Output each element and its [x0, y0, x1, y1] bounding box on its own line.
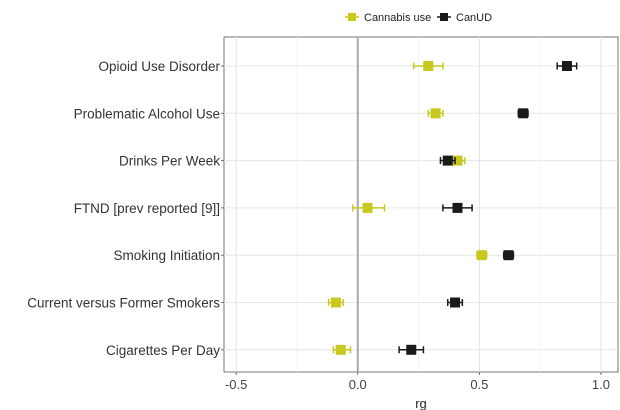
point-marker — [442, 155, 453, 166]
point-marker — [406, 344, 417, 355]
category-label-cigarettes-per-day: Cigarettes Per Day — [106, 343, 220, 358]
x-tick-label: 0.0 — [349, 377, 367, 392]
mark-cannabis-use-ftnd-prev-reported-9 — [352, 202, 386, 213]
point-marker — [362, 202, 373, 213]
mark-canud-problematic-alcohol-use — [517, 108, 529, 119]
data-marks — [327, 61, 578, 355]
x-axis-title: rg — [415, 396, 427, 410]
point-marker — [335, 344, 346, 355]
category-label-current-versus-former-smokers: Current versus Former Smokers — [27, 296, 220, 311]
mark-cannabis-use-problematic-alcohol-use — [427, 108, 444, 119]
mark-cannabis-use-cigarettes-per-day — [332, 344, 352, 355]
point-marker — [452, 155, 463, 166]
grid-lines — [224, 37, 618, 372]
category-label-opioid-use-disorder: Opioid Use Disorder — [98, 59, 220, 74]
point-marker — [330, 297, 341, 308]
mark-canud-cigarettes-per-day — [398, 344, 425, 355]
mark-canud-ftnd-prev-reported-9 — [442, 202, 473, 213]
point-marker — [430, 108, 441, 119]
panel-border — [223, 36, 619, 373]
category-label-drinks-per-week: Drinks Per Week — [119, 154, 220, 169]
point-marker — [561, 61, 572, 71]
legend-item-cannabis-use: Cannabis use — [345, 12, 431, 24]
y-axis-labels: Opioid Use Disorder Problematic Alcohol U… — [27, 59, 224, 358]
legend: Cannabis use CanUD — [345, 12, 492, 24]
mark-cannabis-use-current-versus-former-smokers — [327, 297, 344, 308]
x-tick-label: 1.0 — [592, 377, 610, 392]
mark-cannabis-use-smoking-initiation — [476, 250, 488, 261]
mark-canud-current-versus-former-smokers — [447, 297, 464, 308]
point-marker — [450, 297, 461, 308]
legend-key-square — [440, 13, 448, 21]
legend-item-canud: CanUD — [437, 12, 492, 24]
series-canud — [398, 61, 578, 355]
mark-canud-drinks-per-week — [439, 155, 456, 166]
point-marker — [503, 250, 514, 261]
legend-key-square — [348, 13, 356, 21]
x-axis-ticks: -0.5 0.0 0.5 1.0 — [225, 372, 610, 392]
mark-cannabis-use-opioid-use-disorder — [412, 61, 444, 71]
series-cannabis-use — [327, 61, 488, 355]
point-marker — [518, 108, 529, 119]
x-tick-label: -0.5 — [225, 377, 247, 392]
point-marker — [423, 61, 434, 71]
point-marker — [452, 202, 463, 213]
category-label-problematic-alcohol-use: Problematic Alcohol Use — [74, 106, 220, 121]
legend-label: CanUD — [456, 12, 492, 24]
x-tick-label: 0.5 — [470, 377, 488, 392]
mark-canud-opioid-use-disorder — [556, 61, 578, 71]
plot-panel — [223, 36, 619, 373]
legend-label: Cannabis use — [364, 12, 431, 24]
point-marker — [476, 250, 487, 261]
category-label-ftnd-prev-reported-9: FTND [prev reported [9]] — [74, 201, 220, 216]
category-label-smoking-initiation: Smoking Initiation — [113, 248, 220, 263]
mark-canud-smoking-initiation — [502, 250, 515, 261]
